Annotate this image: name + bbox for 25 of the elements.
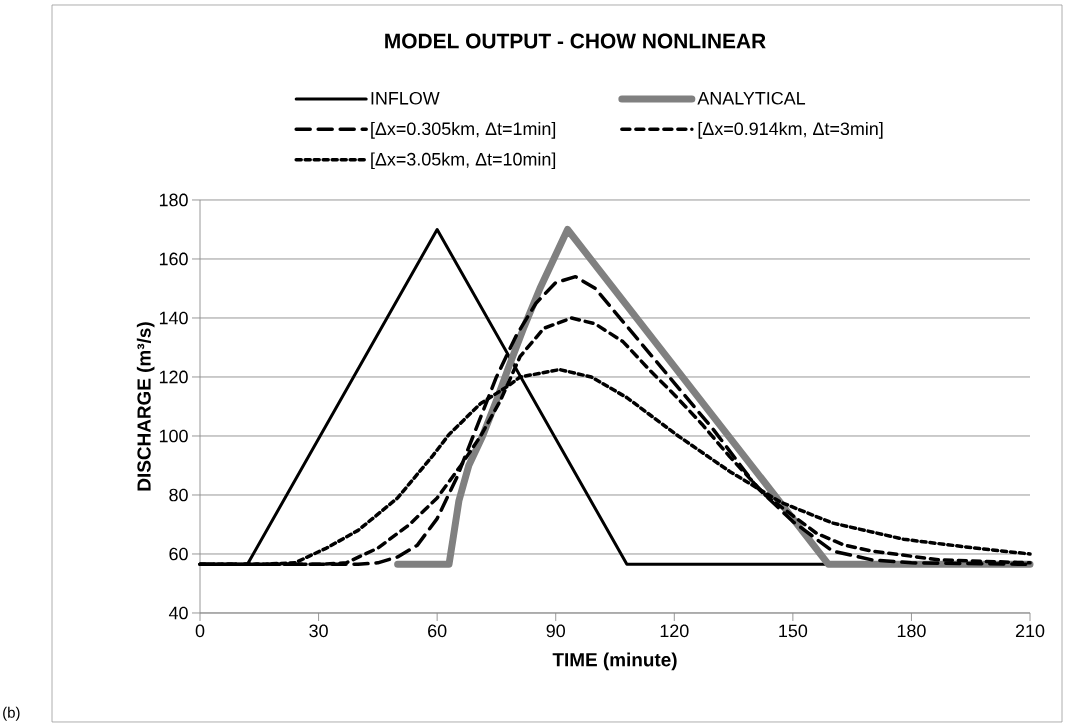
y-tick-label: 100	[159, 429, 188, 443]
x-tick-label: 120	[660, 624, 689, 638]
y-tick-label: 40	[168, 606, 188, 620]
y-tick-label: 140	[159, 311, 188, 325]
y-tick-label: 60	[169, 547, 188, 561]
legend-label: INFLOW	[371, 91, 440, 105]
y-tick-label: 180	[159, 193, 188, 207]
x-tick-label: 0	[195, 624, 205, 638]
x-tick-label: 90	[546, 624, 565, 638]
x-axis-title: TIME (minute)	[552, 652, 677, 671]
legend-label: ANALYTICAL	[697, 91, 806, 105]
chart-title: MODEL OUTPUT - CHOW NONLINEAR	[385, 33, 766, 49]
legend-label: [Δx=0.914km, Δt=3min]	[698, 121, 883, 139]
x-tick-label: 150	[779, 624, 808, 638]
y-tick-label: 160	[159, 252, 188, 266]
legend-label: [Δx=3.05km, Δt=10min]	[371, 152, 556, 170]
x-tick-label: 60	[428, 624, 447, 638]
y-tick-label: 80	[169, 488, 188, 502]
y-tick-label: 120	[159, 370, 188, 384]
text: (b)	[3, 706, 20, 721]
x-tick-label: 210	[1015, 624, 1045, 638]
x-tick-label: 30	[309, 624, 328, 638]
x-tick-label: 180	[897, 624, 926, 638]
legend-label: [Δx=0.305km, Δt=1min]	[371, 121, 556, 139]
y-axis-title: DISCHARGE (m³/s)	[136, 322, 155, 491]
